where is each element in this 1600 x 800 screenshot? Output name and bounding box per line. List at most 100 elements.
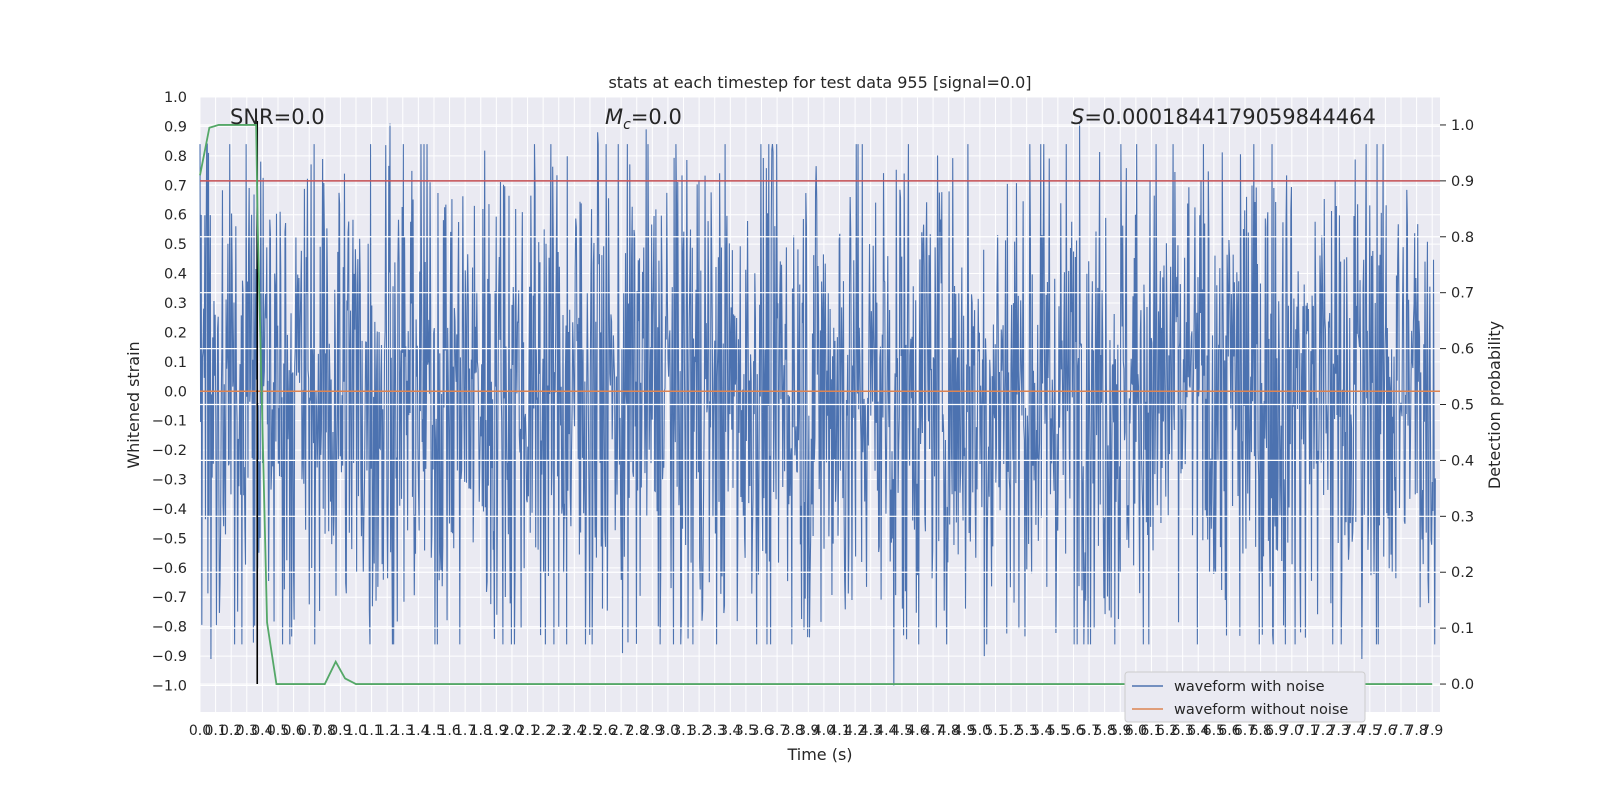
y2-tick-label: 0.0 [1451,677,1474,693]
x-tick-label: 0.7 [298,723,320,739]
x-tick-label: 4.6 [906,723,928,739]
legend-label-clean: waveform without noise [1174,702,1348,718]
x-tick-label: 5.3 [1016,723,1038,739]
x-tick-label: 3.0 [657,723,679,739]
x-tick-label: 6.1 [1140,723,1162,739]
y-tick-label: −0.8 [152,620,187,636]
x-tick-label: 4.4 [875,723,897,739]
x-tick-label: 6.8 [1249,723,1271,739]
x-tick-label: 5.7 [1078,723,1100,739]
legend-box [1124,671,1366,723]
x-tick-label: 1.0 [345,723,367,739]
x-tick-label: 4.2 [844,723,866,739]
y2-tick-label: 1.0 [1451,118,1474,134]
x-tick-label: 3.3 [704,723,726,739]
x-tick-label: 7.2 [1312,723,1334,739]
x-tick-label: 0.9 [329,723,351,739]
x-tick-label: 5.2 [1000,723,1022,739]
x-tick-label: 1.7 [454,723,476,739]
x-tick-label: 3.6 [750,723,772,739]
x-tick-label: 1.1 [360,723,382,739]
x-tick-label: 3.8 [782,723,804,739]
x-tick-label: 0.5 [267,723,289,739]
y2-tick-label: 0.6 [1451,342,1474,358]
y-tick-label: −0.4 [152,502,187,518]
x-tick-label: 1.2 [376,723,398,739]
x-tick-label: 5.6 [1062,723,1084,739]
x-tick-label: 5.9 [1109,723,1131,739]
s-annotation: S=0.0001844179059844464 [1071,105,1376,129]
x-tick-labels: 0.00.10.20.30.40.50.60.70.80.91.01.11.21… [189,723,1443,739]
y-tick-label: −0.9 [152,649,187,665]
x-tick-label: 2.5 [579,723,601,739]
y-tick-label: −1.0 [152,679,187,695]
x-tick-label: 7.0 [1281,723,1303,739]
y-tick-label: 0.8 [164,149,187,165]
series-detection-probability [199,124,1433,685]
y-tick-label: 0.5 [164,237,187,253]
x-tick-label: 4.8 [938,723,960,739]
x-tick-label: 2.6 [594,723,616,739]
x-tick-label: 4.5 [891,723,913,739]
x-tick-label: 5.5 [1047,723,1069,739]
x-tick-label: 4.3 [860,723,882,739]
y2-tick-label: 0.3 [1451,509,1474,525]
y2-axis-label: Detection probability [1485,321,1504,489]
series-waveform-with-noise [199,123,1436,686]
y-tick-label: 0.3 [164,296,187,312]
x-tick-label: 7.3 [1327,723,1349,739]
y2-tick-label: 0.5 [1451,398,1474,414]
x-tick-label: 0.4 [251,723,273,739]
x-tick-label: 2.3 [548,723,570,739]
y-tick-label: 0.6 [164,208,187,224]
chart-title: stats at each timestep for test data 955… [608,73,1031,92]
x-tick-label: 6.6 [1218,723,1240,739]
y2-tick-label: 0.8 [1451,230,1474,246]
x-tick-label: 0.6 [282,723,304,739]
x-tick-label: 2.4 [563,723,585,739]
x-tick-label: 4.9 [953,723,975,739]
chirp-mass-annotation: Mc=0.0 [605,105,682,133]
x-tick-label: 7.9 [1421,723,1443,739]
x-tick-label: 1.4 [407,723,429,739]
y2-tick-label: 0.4 [1451,453,1474,469]
y2-tick-label: 0.9 [1451,174,1474,190]
x-tick-label: 2.8 [626,723,648,739]
x-tick-label: 2.0 [501,723,523,739]
x-tick-label: 2.9 [641,723,663,739]
x-tick-label: 4.1 [828,723,850,739]
noise-trace [199,123,1436,686]
y-tick-label: −0.1 [152,414,187,430]
y2-tick-labels: 1.0 0.9 0.8 0.7 0.6 0.5 0.4 0.3 0.2 0.1 0.0 [1440,118,1474,693]
x-tick-label: 1.5 [423,723,445,739]
legend: waveform with noise waveform without noi… [1124,671,1366,723]
legend-label-noise: waveform with noise [1174,679,1325,695]
y-tick-label: −0.6 [152,561,187,577]
y-tick-label: 0.0 [164,384,187,400]
x-tick-label: 3.5 [735,723,757,739]
snr-annotation: SNR=0.0 [230,105,325,129]
x-tick-label: 5.0 [969,723,991,739]
y-tick-label: −0.7 [152,590,187,606]
y2-tick-label: 0.7 [1451,286,1474,302]
x-tick-label: 1.8 [470,723,492,739]
x-tick-label: 5.1 [984,723,1006,739]
x-tick-label: 7.4 [1343,723,1365,739]
y-tick-labels: 1.0 0.9 0.8 0.7 0.6 0.5 0.4 0.3 0.2 0.1 0.0 −0.1 −0.… [152,90,187,695]
x-tick-label: 7.7 [1390,723,1412,739]
x-tick-label: 0.0 [189,723,211,739]
x-tick-label: 2.2 [532,723,554,739]
x-tick-label: 6.4 [1187,723,1209,739]
x-tick-label: 7.8 [1405,723,1427,739]
x-tick-label: 0.8 [314,723,336,739]
x-tick-label: 6.5 [1203,723,1225,739]
x-tick-label: 2.1 [516,723,538,739]
x-tick-label: 3.2 [688,723,710,739]
x-tick-label: 2.7 [610,723,632,739]
x-tick-label: 3.4 [719,723,741,739]
y-tick-label: 0.4 [164,267,187,283]
x-tick-label: 6.2 [1156,723,1178,739]
x-tick-label: 3.7 [766,723,788,739]
x-tick-label: 1.3 [392,723,414,739]
